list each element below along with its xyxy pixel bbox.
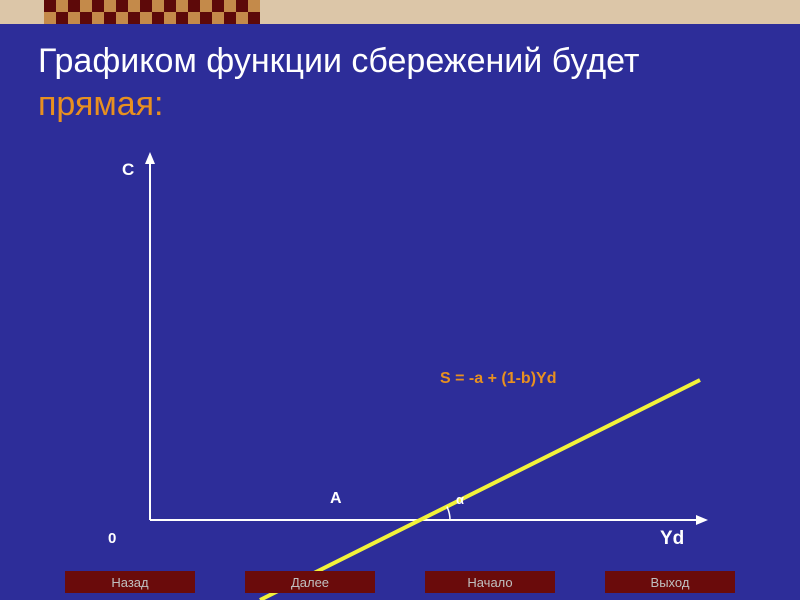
checker-pattern: [44, 0, 260, 24]
origin-label: 0: [108, 530, 116, 547]
nav-bar: Назад Далее Начало Выход: [0, 568, 800, 596]
alpha-label: α: [456, 492, 464, 507]
slide: Графиком функции сбережений будет прямая…: [0, 0, 800, 600]
back-button[interactable]: Назад: [65, 571, 195, 593]
y-axis-label: C: [122, 160, 134, 180]
title-text-main: Графиком функции сбережений будет: [38, 42, 640, 80]
next-button[interactable]: Далее: [245, 571, 375, 593]
home-button[interactable]: Начало: [425, 571, 555, 593]
exit-button[interactable]: Выход: [605, 571, 735, 593]
slide-title: Графиком функции сбережений будет прямая…: [38, 40, 762, 125]
equation-label: S = -a + (1-b)Yd: [440, 370, 556, 388]
title-text-accent: прямая:: [38, 85, 164, 123]
x-axis-label: Yd: [660, 528, 684, 550]
point-a-label: A: [330, 490, 342, 508]
